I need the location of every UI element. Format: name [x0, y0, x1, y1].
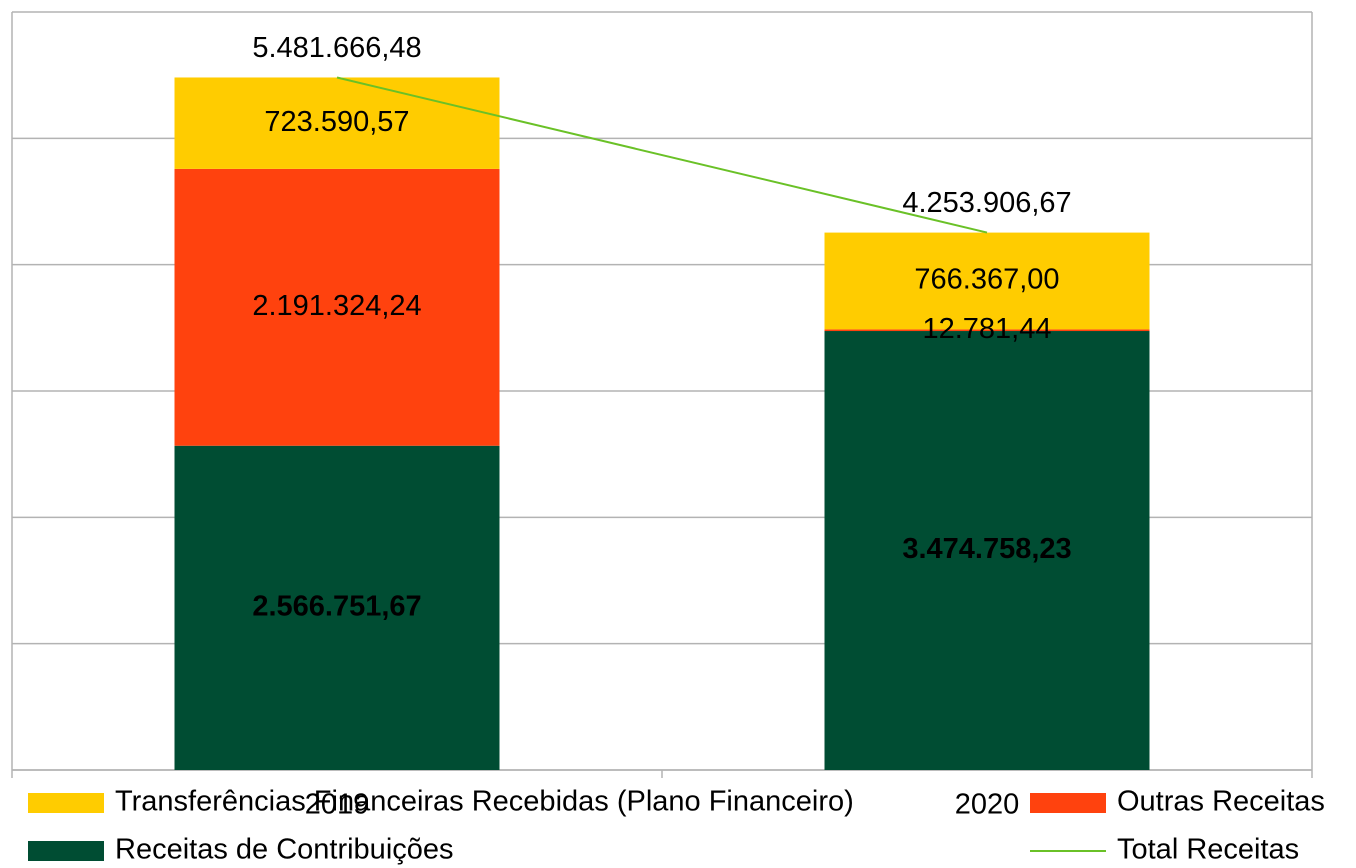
legend-label: Total Receitas: [1117, 834, 1299, 866]
bar-segment: [824, 232, 1150, 330]
bar-segment: [174, 445, 500, 770]
x-tick-label: 2020: [955, 789, 1020, 821]
data-label: 2.191.324,24: [252, 290, 421, 322]
bar-segment: [824, 331, 1150, 770]
data-label: 12.781,44: [922, 313, 1051, 345]
data-label: 766.367,00: [914, 264, 1059, 296]
legend-label: Outras Receitas: [1117, 786, 1325, 818]
legend-swatch: [28, 841, 104, 861]
bar-segment: [174, 77, 500, 169]
bar-segment: [824, 329, 1150, 332]
line-series: [336, 76, 988, 234]
data-label: 5.481.666,48: [252, 32, 421, 64]
legend-label: Receitas de Contribuições: [115, 834, 454, 866]
data-label: 3.474.758,23: [902, 533, 1071, 565]
legend-swatch: [28, 793, 104, 813]
x-tick-label: 2019: [305, 789, 370, 821]
data-label: 723.590,57: [264, 106, 409, 138]
data-label: 4.253.906,67: [902, 187, 1071, 219]
legend-swatch: [1030, 793, 1106, 813]
legend-label: Transferências Financeiras Recebidas (Pl…: [115, 786, 854, 818]
bar-segment: [174, 168, 500, 446]
data-label: 2.566.751,67: [252, 591, 421, 623]
